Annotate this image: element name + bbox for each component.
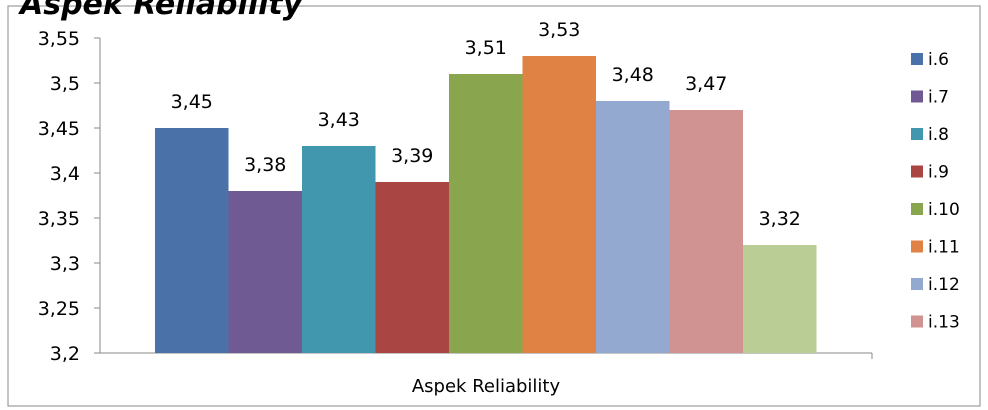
data-label: 3,51 <box>465 37 507 59</box>
bars <box>155 56 817 353</box>
bar <box>449 74 523 353</box>
bar <box>228 191 302 353</box>
data-label: 3,43 <box>318 109 360 131</box>
cut-off-heading: Aspek Reliability <box>18 0 304 22</box>
x-axis-label: Aspek Reliability <box>412 376 561 397</box>
y-tick-label: 3,5 <box>50 73 80 95</box>
legend-label: i.13 <box>928 313 960 333</box>
legend-swatch <box>911 203 923 215</box>
legend-label: i.6 <box>928 50 949 70</box>
legend-swatch <box>911 90 923 103</box>
legend-label: i.8 <box>928 125 949 145</box>
legend: i.6 i.7 i.8 i.9 i.10 i.11 i.12 i.13 <box>911 50 960 333</box>
bar <box>743 245 817 353</box>
bar <box>522 56 596 353</box>
data-label: 3,47 <box>685 73 727 95</box>
legend-label: i.12 <box>928 275 960 295</box>
data-labels: 3,45 3,38 3,43 3,39 3,51 3,53 3,48 3,47 3,32 <box>171 19 801 230</box>
data-label: 3,48 <box>612 64 654 86</box>
legend-swatch <box>911 278 923 290</box>
bar <box>155 128 229 353</box>
y-tick-label: 3,25 <box>38 298 80 320</box>
chart-border <box>7 5 981 407</box>
legend-swatch <box>911 315 923 328</box>
y-tick-label: 3,3 <box>50 253 80 275</box>
data-label: 3,38 <box>244 154 286 176</box>
y-axis-ticks: 3,2 3,25 3,3 3,35 3,4 3,45 3,5 3,55 <box>38 28 100 365</box>
bar <box>302 146 376 353</box>
legend-label: i.11 <box>928 238 960 258</box>
y-tick-label: 3,4 <box>50 163 80 185</box>
y-tick-label: 3,55 <box>38 28 80 50</box>
legend-swatch <box>911 128 923 140</box>
data-label: 3,32 <box>759 208 801 230</box>
bar <box>596 101 670 353</box>
legend-swatch <box>911 165 923 178</box>
legend-swatch <box>911 240 923 253</box>
y-tick-label: 3,2 <box>50 343 80 365</box>
y-tick-label: 3,35 <box>38 208 80 230</box>
y-tick-label: 3,45 <box>38 118 80 140</box>
legend-swatch <box>911 53 923 65</box>
bar <box>375 182 449 353</box>
legend-label: i.10 <box>928 200 960 220</box>
data-label: 3,39 <box>391 145 433 167</box>
legend-label: i.7 <box>928 88 949 108</box>
bar <box>669 110 743 353</box>
data-label: 3,53 <box>538 19 580 41</box>
data-label: 3,45 <box>171 91 213 113</box>
legend-label: i.9 <box>928 163 949 183</box>
